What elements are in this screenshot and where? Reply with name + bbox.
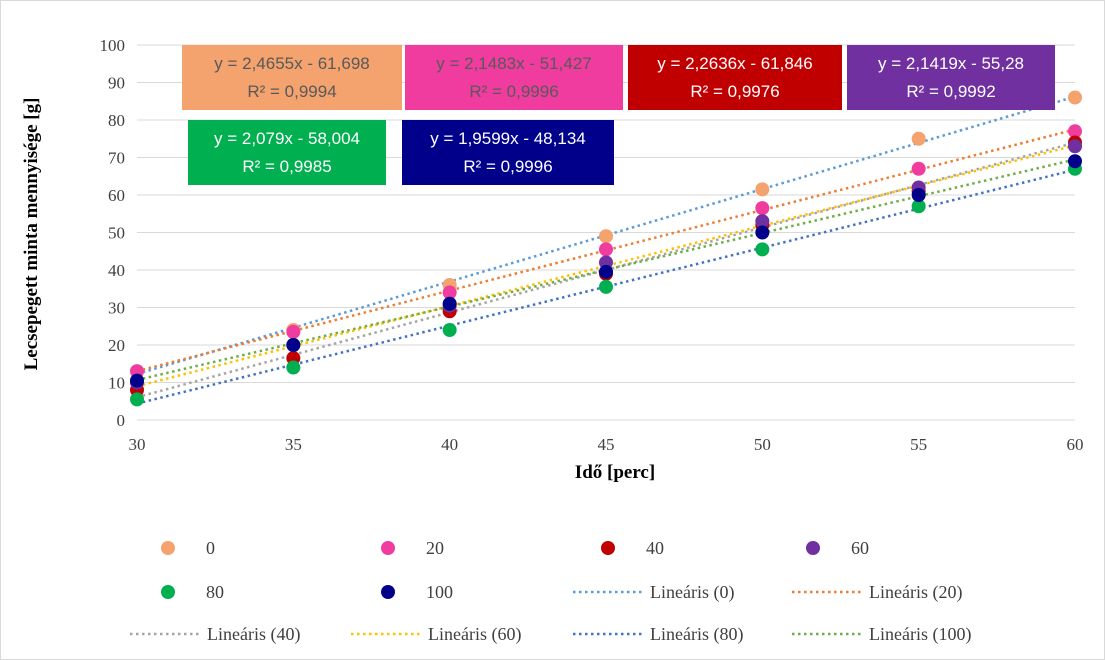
equation-text: y = 2,1419x - 55,28 [878,54,1024,73]
data-point [286,324,301,339]
data-point [130,373,144,388]
legend-label: Lineáris (60) [428,624,521,645]
y-tick-label: 0 [117,411,126,430]
data-point [1068,90,1082,105]
y-tick-label: 100 [100,36,126,55]
equation-box [405,45,623,110]
legend-label: 60 [851,538,869,558]
data-point [755,242,770,257]
legend-marker [381,541,395,555]
y-tick-label: 30 [108,299,125,318]
legend-label: 100 [426,582,453,602]
data-point [911,188,926,202]
legend-label: 40 [646,538,664,558]
data-point [599,279,613,294]
legend-marker [601,541,615,555]
equation-box [182,45,402,110]
x-tick-label: 30 [129,435,146,454]
data-point [755,201,770,216]
equation-text: y = 1,9599x - 48,134 [430,129,585,148]
legend-label: 0 [206,538,215,558]
data-point [755,225,770,240]
y-tick-label: 70 [108,149,125,168]
legend-label: 80 [206,582,224,602]
y-tick-label: 50 [108,224,125,243]
x-tick-label: 60 [1067,435,1084,454]
legend-marker [806,541,820,555]
equation-box [628,45,842,110]
data-point [1068,154,1082,169]
legend-label: Lineáris (80) [650,624,743,645]
equation-boxes: y = 2,4655x - 61,698 R² = 0,9994 y = 2,148… [182,45,1055,185]
data-point [286,360,301,375]
equation-box [188,120,386,185]
y-axis-title: Lecsepegett minta mennyisége [g] [21,98,42,371]
x-tick-label: 45 [598,435,615,454]
x-tick-label: 35 [285,435,302,454]
x-tick-label: 40 [441,435,458,454]
r-squared-text: R² = 0,9996 [469,82,558,101]
data-point [130,392,144,407]
y-tick-label: 20 [108,336,125,355]
legend-marker [161,585,175,599]
y-tick-label: 60 [108,186,125,205]
r-squared-text: R² = 0,9996 [463,157,552,176]
data-point [599,242,613,257]
y-tick-label: 90 [108,74,125,93]
y-tick-label: 80 [108,111,125,130]
legend-label: Lineáris (100) [869,624,971,645]
x-tick-label: 50 [754,435,771,454]
data-point [442,285,457,300]
data-point [755,182,770,197]
data-point [911,161,926,176]
r-squared-text: R² = 0,9994 [247,82,336,101]
data-point [911,131,926,146]
data-point [442,323,457,337]
r-squared-text: R² = 0,9992 [906,82,995,101]
data-point [442,296,457,311]
legend-label: Lineáris (20) [869,582,962,603]
legend-marker [161,541,175,555]
tick-labels: 0 10 20 30 40 50 60 70 80 90 100 30 35 40 45 50 55 60 [100,36,1084,454]
equation-text: y = 2,079x - 58,004 [214,129,360,148]
equation-text: y = 2,1483x - 51,427 [436,54,591,73]
legend-marker [381,585,395,599]
equation-text: y = 2,4655x - 61,698 [214,54,369,73]
data-point [911,199,926,214]
y-tick-label: 10 [108,374,125,393]
data-point [1068,139,1082,154]
legend-label: 20 [426,538,444,558]
r-squared-text: R² = 0,9985 [242,157,331,176]
data-point [755,214,770,229]
data-point [1068,124,1082,139]
data-point [599,229,613,244]
y-tick-label: 40 [108,261,125,280]
x-axis-title: Idő [perc] [575,462,655,483]
equation-box [847,45,1055,110]
data-point [599,264,613,279]
equation-text: y = 2,2636x - 61,846 [657,54,812,73]
legend-label: Lineáris (0) [650,582,734,603]
r-squared-text: R² = 0,9976 [690,82,779,101]
data-points [130,90,1082,407]
legend: 0 20 40 60 80 100 Lineáris (0) Lineáris (20) Lin… [130,538,971,645]
equation-box [402,120,614,185]
x-tick-label: 55 [910,435,927,454]
data-point [286,338,301,352]
legend-label: Lineáris (40) [207,624,300,645]
